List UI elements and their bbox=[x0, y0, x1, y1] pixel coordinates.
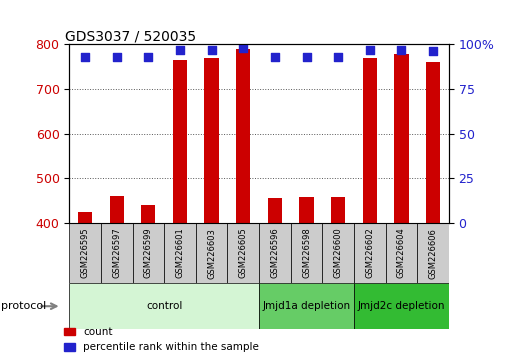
Bar bbox=[132, 223, 164, 283]
Text: protocol: protocol bbox=[1, 301, 46, 311]
Point bbox=[207, 47, 215, 52]
Bar bbox=[268, 199, 282, 223]
Bar bbox=[354, 223, 386, 283]
Text: Jmjd1a depletion: Jmjd1a depletion bbox=[263, 301, 350, 311]
Bar bbox=[173, 60, 187, 223]
Text: GSM226602: GSM226602 bbox=[365, 228, 374, 279]
Bar bbox=[300, 197, 313, 223]
Text: GSM226596: GSM226596 bbox=[270, 228, 280, 279]
Point bbox=[81, 54, 89, 59]
Text: GSM226597: GSM226597 bbox=[112, 228, 121, 279]
Bar bbox=[196, 223, 227, 283]
Bar bbox=[363, 58, 377, 223]
Text: GSM226600: GSM226600 bbox=[333, 228, 343, 279]
Bar bbox=[69, 223, 101, 283]
Bar bbox=[259, 223, 291, 283]
Text: GSM226603: GSM226603 bbox=[207, 228, 216, 279]
Bar bbox=[227, 223, 259, 283]
Bar bbox=[386, 223, 417, 283]
Bar bbox=[354, 283, 449, 329]
Bar bbox=[291, 223, 322, 283]
Bar bbox=[110, 196, 124, 223]
Bar bbox=[394, 54, 408, 223]
Point bbox=[302, 54, 310, 59]
Bar bbox=[331, 197, 345, 223]
Bar bbox=[164, 223, 196, 283]
Bar bbox=[259, 283, 354, 329]
Bar bbox=[417, 223, 449, 283]
Text: GSM226598: GSM226598 bbox=[302, 228, 311, 279]
Bar bbox=[236, 49, 250, 223]
Legend: count, percentile rank within the sample: count, percentile rank within the sample bbox=[64, 327, 259, 352]
Text: Jmjd2c depletion: Jmjd2c depletion bbox=[358, 301, 445, 311]
Text: GSM226599: GSM226599 bbox=[144, 228, 153, 279]
Text: control: control bbox=[146, 301, 182, 311]
Point bbox=[366, 47, 374, 52]
Text: GDS3037 / 520035: GDS3037 / 520035 bbox=[66, 29, 196, 43]
Point bbox=[429, 48, 437, 54]
Text: GSM226606: GSM226606 bbox=[428, 228, 438, 279]
Bar bbox=[426, 62, 440, 223]
Point bbox=[113, 54, 121, 59]
Bar bbox=[141, 205, 155, 223]
Bar bbox=[205, 58, 219, 223]
Bar bbox=[78, 212, 92, 223]
Point bbox=[176, 47, 184, 52]
Text: GSM226605: GSM226605 bbox=[239, 228, 248, 279]
Bar bbox=[322, 223, 354, 283]
Point bbox=[334, 54, 342, 59]
Bar bbox=[69, 283, 259, 329]
Bar bbox=[101, 223, 132, 283]
Text: GSM226595: GSM226595 bbox=[81, 228, 90, 279]
Text: GSM226604: GSM226604 bbox=[397, 228, 406, 279]
Text: GSM226601: GSM226601 bbox=[175, 228, 185, 279]
Point bbox=[397, 47, 405, 52]
Point bbox=[144, 54, 152, 59]
Point bbox=[239, 45, 247, 51]
Point bbox=[271, 54, 279, 59]
